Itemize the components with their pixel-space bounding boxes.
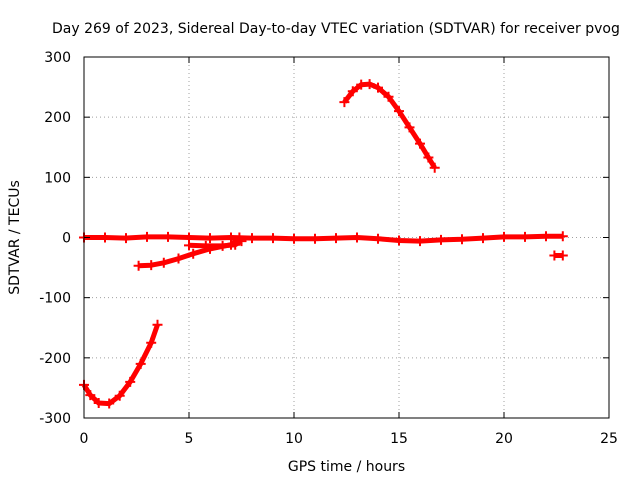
data-point xyxy=(499,231,509,242)
data-point xyxy=(121,233,131,244)
data-point xyxy=(217,240,228,251)
y-tick-label: 0 xyxy=(62,231,71,247)
series-track xyxy=(81,323,160,407)
data-point xyxy=(152,319,163,330)
data-point xyxy=(394,235,404,246)
data-series xyxy=(79,319,163,409)
x-tick-label: 15 xyxy=(390,431,408,447)
data-point xyxy=(230,239,241,250)
series-track xyxy=(84,233,563,244)
data-point xyxy=(373,82,383,93)
data-point xyxy=(85,390,96,401)
data-point xyxy=(125,376,136,387)
data-point xyxy=(356,79,367,90)
data-point xyxy=(100,232,110,243)
data-point xyxy=(247,233,257,244)
data-point xyxy=(146,260,157,271)
data-point xyxy=(541,231,551,242)
data-point xyxy=(205,233,215,244)
x-axis-label: GPS time / hours xyxy=(288,459,405,475)
data-series xyxy=(184,236,247,251)
data-point xyxy=(173,253,184,264)
data-point xyxy=(133,260,144,271)
chart-title: Day 269 of 2023, Sidereal Day-to-day VTE… xyxy=(52,21,620,37)
data-point xyxy=(184,240,194,251)
data-series xyxy=(549,250,568,261)
y-tick-label: 300 xyxy=(44,50,71,66)
y-tick-label: 200 xyxy=(44,110,71,126)
data-point xyxy=(557,250,568,261)
data-point xyxy=(331,233,341,244)
data-point xyxy=(352,232,362,243)
y-tick-label: -200 xyxy=(39,351,71,367)
axis-ticks: 0 5 10 15 20 25 300 200 100 0 -100 -200 -300 xyxy=(39,50,618,447)
data-series xyxy=(339,79,440,173)
data-point xyxy=(310,233,320,244)
x-tick-label: 10 xyxy=(285,431,303,447)
data-point xyxy=(436,234,446,245)
data-point xyxy=(557,231,568,242)
data-point xyxy=(364,79,375,90)
data-point xyxy=(415,236,425,247)
data-point xyxy=(347,86,358,97)
data-point xyxy=(415,138,425,149)
data-point xyxy=(457,234,467,245)
data-point xyxy=(200,240,211,251)
x-tick-label: 0 xyxy=(80,431,89,447)
data-point xyxy=(188,248,199,259)
series-layer xyxy=(79,79,568,409)
data-point xyxy=(142,231,152,242)
data-point xyxy=(429,162,440,173)
data-point xyxy=(236,236,247,247)
x-tick-label: 25 xyxy=(600,431,618,447)
data-point xyxy=(394,106,404,117)
data-point xyxy=(146,337,157,348)
data-point xyxy=(549,250,560,261)
data-point xyxy=(423,152,434,163)
data-point xyxy=(135,358,146,369)
data-point xyxy=(478,233,488,244)
data-point xyxy=(404,122,415,133)
y-axis-label: SDTVAR / TECUs xyxy=(7,180,23,295)
data-point xyxy=(114,390,125,401)
data-point xyxy=(93,397,104,408)
data-point xyxy=(339,97,350,108)
x-tick-label: 20 xyxy=(495,431,513,447)
y-tick-label: -100 xyxy=(39,291,71,307)
data-point xyxy=(268,233,278,244)
data-point xyxy=(163,231,173,242)
y-tick-label: 100 xyxy=(44,170,71,186)
y-tick-label: -300 xyxy=(39,411,71,427)
data-point xyxy=(104,398,115,409)
data-series xyxy=(79,231,568,247)
data-point xyxy=(520,231,530,242)
data-point xyxy=(373,233,383,244)
data-point xyxy=(289,233,299,244)
data-point xyxy=(158,257,169,268)
x-tick-label: 5 xyxy=(185,431,194,447)
data-point xyxy=(383,91,394,102)
